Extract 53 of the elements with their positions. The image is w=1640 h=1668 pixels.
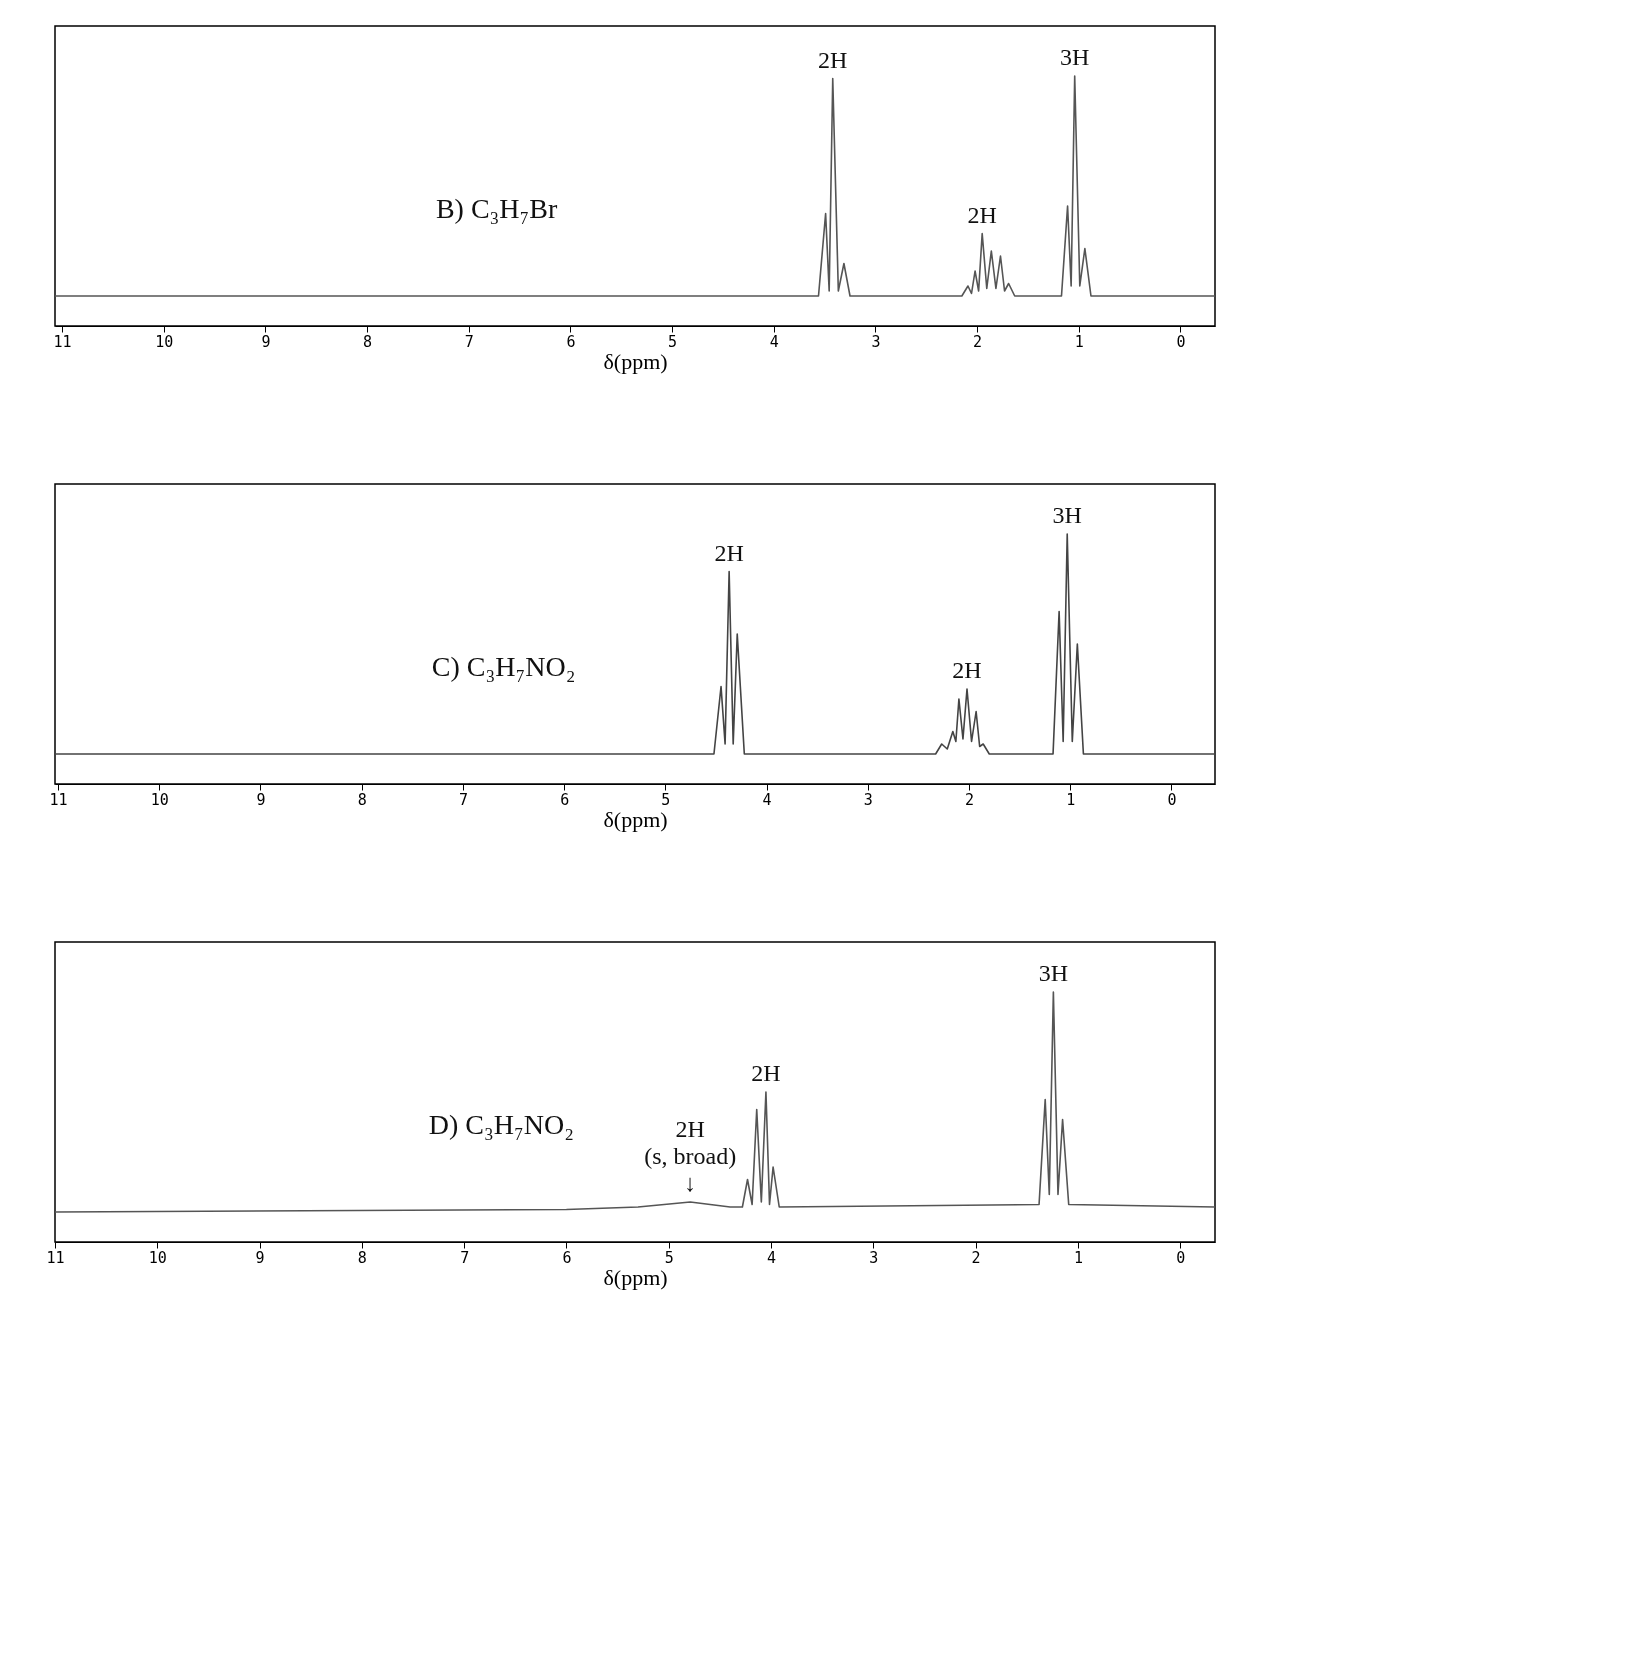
annotation: (s, broad) [644, 1143, 737, 1169]
x-tick-label: 8 [357, 1248, 367, 1267]
annotation: 3H [1060, 44, 1090, 70]
x-axis-title: δ(ppm) [603, 1264, 668, 1290]
x-tick-label: 11 [53, 332, 72, 351]
x-axis-title: δ(ppm) [603, 806, 668, 832]
x-tick-label: 11 [49, 790, 68, 809]
x-tick-label: 0 [1176, 332, 1186, 351]
x-tick-label: 5 [668, 332, 678, 351]
annotation: 2H [952, 657, 982, 683]
annotation: 2H [675, 1116, 705, 1142]
x-tick-label: 4 [767, 1248, 777, 1267]
annotation: 2H [751, 1060, 781, 1086]
x-tick-label: 2 [973, 332, 983, 351]
x-tick-label: 5 [661, 790, 671, 809]
x-tick-label: 5 [664, 1248, 674, 1267]
annotation: ↓ [684, 1170, 697, 1196]
annotation: 2H [967, 201, 997, 228]
x-tick-label: 10 [150, 790, 169, 809]
x-tick-label: 7 [464, 332, 474, 351]
x-tick-label: 9 [261, 332, 271, 351]
annotation: 3H [1052, 502, 1082, 528]
x-tick-label: 2 [971, 1248, 981, 1267]
x-tick-label: 4 [762, 790, 772, 809]
x-tick-label: 6 [560, 790, 570, 809]
x-tick-label: 3 [863, 790, 873, 809]
x-tick-label: 4 [769, 332, 779, 351]
x-tick-label: 2 [965, 790, 975, 809]
x-tick-label: 7 [458, 790, 468, 809]
text: C) C₃H₇NO₂ [431, 651, 576, 682]
x-tick-label: 10 [148, 1248, 167, 1267]
x-tick-label: 1 [1074, 332, 1084, 351]
x-tick-label: 9 [255, 1248, 265, 1267]
x-tick-label: 7 [460, 1248, 470, 1267]
x-tick-label: 6 [566, 332, 576, 351]
x-tick-label: 9 [256, 790, 266, 809]
x-tick-label: 3 [871, 332, 881, 351]
x-axis-title: δ(ppm) [603, 348, 668, 374]
x-tick-label: 10 [155, 332, 174, 351]
x-tick-label: 1 [1066, 790, 1076, 809]
text: D) C₃H₇NO₂ [428, 1109, 574, 1140]
annotation: 3H [1038, 960, 1069, 986]
x-tick-label: 3 [869, 1248, 879, 1267]
x-tick-label: 0 [1176, 1248, 1186, 1267]
x-tick-label: 8 [357, 790, 367, 809]
annotation: 2H [714, 539, 744, 566]
x-tick-label: 0 [1167, 790, 1177, 809]
annotation: 2H [818, 46, 848, 73]
x-tick-label: 8 [363, 332, 373, 351]
x-tick-label: 1 [1073, 1248, 1083, 1267]
x-tick-label: 11 [46, 1248, 65, 1267]
x-tick-label: 6 [562, 1248, 572, 1267]
text: B) C₃H₇Br [435, 193, 558, 224]
